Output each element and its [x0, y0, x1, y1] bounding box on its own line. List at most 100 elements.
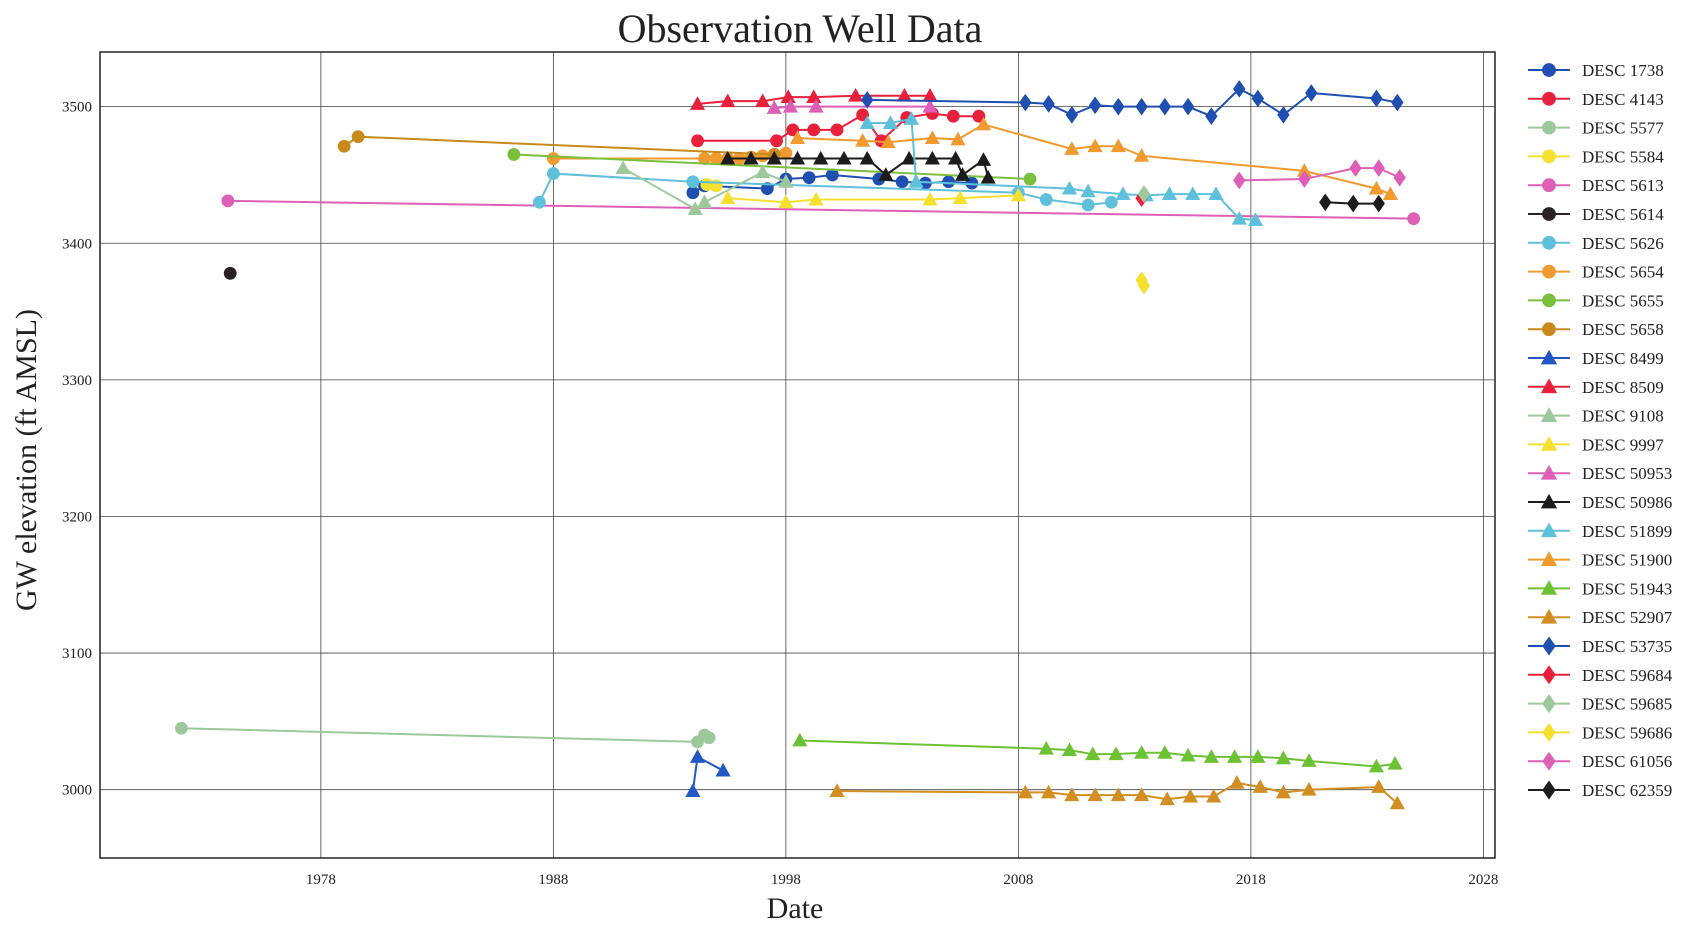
series-line — [227, 199, 1414, 220]
series-desc-5613 — [221, 194, 1421, 226]
y-tick-label: 3200 — [62, 509, 92, 525]
data-point — [782, 98, 799, 113]
legend-marker — [1540, 436, 1558, 451]
data-point — [1252, 779, 1268, 793]
data-point — [709, 152, 723, 165]
legend-marker — [1542, 149, 1556, 164]
data-point — [1019, 93, 1032, 112]
data-point — [1110, 787, 1126, 802]
data-point — [755, 93, 771, 108]
legend-label: DESC 5626 — [1582, 234, 1664, 253]
data-point — [1180, 747, 1196, 762]
data-point — [808, 98, 824, 113]
chart-title: Observation Well Data — [618, 6, 983, 51]
legend-item: DESC 5584 — [1528, 147, 1664, 166]
data-point — [686, 175, 700, 189]
data-point — [1346, 194, 1360, 213]
legend-label: DESC 51900 — [1582, 551, 1672, 570]
series-desc-50986 — [720, 150, 996, 184]
y-tick-label: 3000 — [62, 783, 92, 799]
legend-marker — [1542, 722, 1556, 742]
data-point — [1301, 753, 1317, 767]
data-point — [1159, 791, 1175, 806]
legend-item: DESC 5654 — [1528, 263, 1664, 282]
series-line — [837, 781, 1399, 805]
x-tick-label: 2018 — [1236, 872, 1266, 888]
data-point — [1391, 93, 1404, 112]
series-desc-53735 — [861, 80, 1404, 126]
legend-item: DESC 61056 — [1528, 751, 1672, 771]
legend-item: DESC 5658 — [1528, 320, 1664, 339]
legend-item: DESC 59686 — [1528, 722, 1672, 742]
data-point — [802, 171, 816, 185]
legend-item: DESC 5577 — [1528, 119, 1664, 138]
series-desc-52907 — [829, 775, 1405, 810]
legend-marker — [1542, 120, 1556, 135]
series-line — [774, 105, 931, 110]
legend-label: DESC 50986 — [1582, 493, 1672, 512]
data-point — [1372, 194, 1385, 213]
series-desc-5658 — [337, 130, 781, 161]
data-point — [975, 152, 992, 166]
legend-label: DESC 59685 — [1582, 695, 1672, 714]
series-desc-8499 — [685, 749, 731, 797]
data-point — [1275, 750, 1292, 765]
legend-marker — [1542, 694, 1556, 714]
data-point — [1275, 784, 1292, 799]
data-point — [691, 134, 704, 148]
data-point — [778, 174, 794, 188]
data-point — [1112, 97, 1125, 116]
data-point — [946, 109, 960, 123]
data-point — [770, 134, 783, 148]
legend-item: DESC 5626 — [1528, 234, 1664, 253]
data-point — [1231, 210, 1247, 225]
data-point — [1161, 186, 1178, 200]
data-point — [859, 150, 875, 165]
series-desc-5577 — [174, 721, 716, 749]
data-point — [779, 146, 793, 160]
data-point — [1023, 172, 1037, 186]
tick-labels: 1978 1988 1998 2008 2018 2028 3000 3100 3200 3300… — [62, 100, 1498, 888]
legend-item: DESC 51900 — [1528, 551, 1672, 570]
data-point — [1157, 745, 1173, 759]
data-point — [1182, 788, 1199, 803]
data-point — [813, 150, 829, 165]
data-point — [743, 150, 759, 165]
legend-label: DESC 51899 — [1582, 522, 1672, 541]
data-point — [715, 762, 731, 777]
y-tick-label: 3300 — [62, 373, 92, 389]
data-point — [924, 130, 940, 144]
legend-marker — [1542, 207, 1556, 221]
legend-item: DESC 4143 — [1528, 90, 1664, 109]
y-tick-label: 3400 — [62, 236, 92, 252]
series-desc-4143 — [691, 107, 986, 148]
legend-item: DESC 62359 — [1528, 780, 1672, 800]
data-point — [766, 100, 782, 114]
data-point — [922, 191, 938, 206]
data-point — [1064, 787, 1080, 802]
data-point — [685, 783, 701, 797]
data-point — [546, 167, 560, 180]
data-point — [1251, 89, 1265, 108]
data-point — [1349, 159, 1362, 177]
legend: DESC 1738 DESC 4143 DESC 5577 DESC 5584 DESC… — [1528, 61, 1673, 800]
data-point — [1061, 742, 1078, 756]
data-point — [1319, 193, 1332, 212]
legend-marker — [1542, 91, 1556, 106]
legend-marker — [1542, 178, 1556, 193]
data-point — [882, 115, 899, 129]
legend-label: DESC 61056 — [1582, 752, 1672, 771]
legend-label: DESC 8509 — [1582, 378, 1664, 397]
data-point — [1305, 84, 1318, 102]
data-point — [1371, 779, 1387, 793]
legend-marker — [1540, 551, 1558, 566]
series-desc-51943 — [792, 732, 1403, 773]
data-point — [1247, 212, 1264, 226]
legend-item: DESC 5613 — [1528, 176, 1664, 195]
legend-marker — [1540, 522, 1558, 538]
data-point — [755, 164, 771, 179]
data-point — [1065, 106, 1079, 124]
data-point — [807, 123, 821, 137]
legend-label: DESC 5584 — [1582, 147, 1664, 166]
legend-label: DESC 9108 — [1582, 407, 1664, 426]
